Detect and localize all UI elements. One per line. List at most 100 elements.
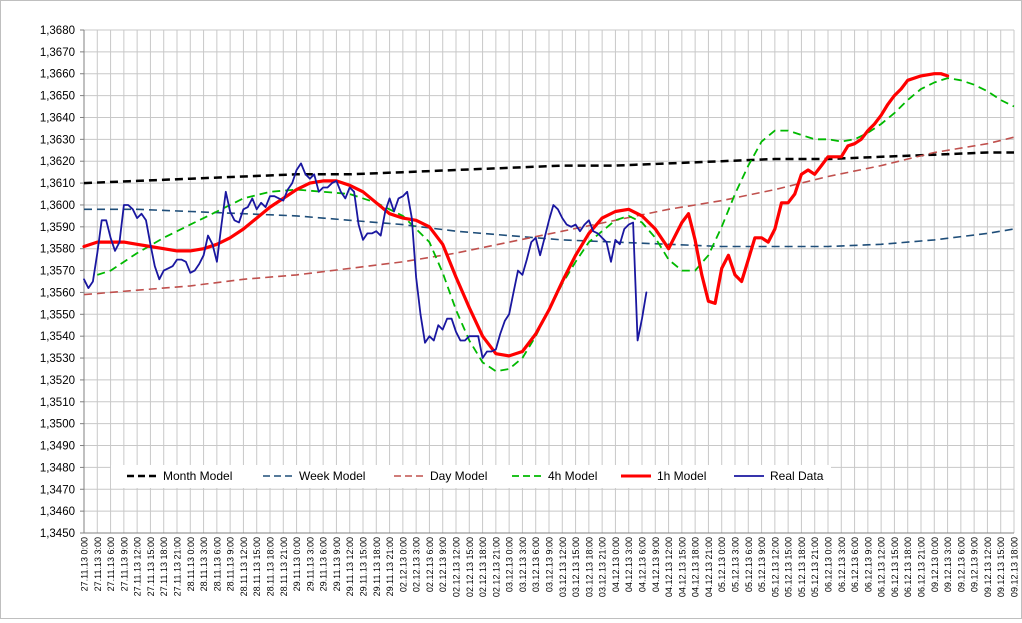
x-tick-label: 28.11.13 21:00 — [279, 537, 289, 596]
x-tick-label: 02.12.13 12:00 — [452, 537, 462, 597]
y-tick-label: 1,3510 — [40, 397, 75, 409]
x-tick-label: 29.11.13 12:00 — [345, 537, 355, 596]
x-tick-label: 05.12.13 9:00 — [757, 537, 767, 592]
x-tick-label: 04.12.13 9:00 — [651, 537, 661, 592]
x-tick-label: 02.12.13 18:00 — [478, 537, 488, 597]
y-tick-label: 1,3620 — [40, 156, 75, 168]
y-tick-label: 1,3650 — [40, 91, 75, 103]
y-tick-label: 1,3570 — [40, 266, 75, 278]
x-tick-label: 05.12.13 6:00 — [744, 537, 754, 592]
legend-label: Real Data — [770, 469, 824, 483]
x-tick-label: 03.12.13 18:00 — [584, 537, 594, 597]
legend-box — [111, 465, 831, 488]
x-tick-label: 05.12.13 21:00 — [810, 537, 820, 597]
y-tick-label: 1,3670 — [40, 47, 75, 59]
x-tick-label: 09.12.13 15:00 — [996, 537, 1006, 597]
y-tick-label: 1,3580 — [40, 244, 75, 256]
x-tick-label: 27.11.13 12:00 — [133, 537, 143, 596]
series-line-day-model — [83, 136, 1015, 296]
x-tick-label: 06.12.13 21:00 — [917, 537, 927, 597]
x-tick-label: 27.11.13 6:00 — [106, 537, 116, 591]
x-tick-label: 02.12.13 9:00 — [438, 537, 448, 592]
x-tick-label: 03.12.13 15:00 — [571, 537, 581, 597]
y-tick-label: 1,3680 — [40, 25, 75, 37]
y-tick-label: 1,3520 — [40, 375, 75, 387]
x-tick-label: 02.12.13 6:00 — [425, 537, 435, 592]
x-tick-label: 29.11.13 15:00 — [359, 537, 369, 596]
y-tick-label: 1,3530 — [40, 353, 75, 365]
x-tick-label: 05.12.13 12:00 — [770, 537, 780, 597]
y-tick-label: 1,3660 — [40, 69, 75, 81]
x-tick-label: 06.12.13 0:00 — [824, 537, 834, 592]
x-tick-label: 04.12.13 6:00 — [638, 537, 648, 592]
y-tick-label: 1,3480 — [40, 462, 75, 474]
x-tick-label: 09.12.13 0:00 — [930, 537, 940, 592]
x-tick-label: 06.12.13 12:00 — [877, 537, 887, 597]
legend-label: 1h Model — [657, 469, 706, 483]
y-tick-label: 1,3560 — [40, 287, 75, 299]
x-tick-label: 04.12.13 0:00 — [611, 537, 621, 592]
legend-label: Day Model — [430, 469, 487, 483]
x-tick-label: 05.12.13 3:00 — [731, 537, 741, 592]
y-tick-label: 1,3490 — [40, 441, 75, 453]
x-tick-label: 04.12.13 15:00 — [677, 537, 687, 597]
legend-label: 4h Model — [548, 469, 597, 483]
x-tick-label: 09.12.13 9:00 — [970, 537, 980, 592]
y-tick-label: 1,3550 — [40, 309, 75, 321]
y-tick-label: 1,3630 — [40, 134, 75, 146]
x-tick-label: 29.11.13 18:00 — [372, 537, 382, 596]
x-tick-label: 03.12.13 3:00 — [518, 537, 528, 592]
series-line-1h-model — [82, 72, 950, 358]
x-tick-label: 02.12.13 15:00 — [465, 537, 475, 597]
y-tick-label: 1,3540 — [40, 331, 75, 343]
x-tick-label: 06.12.13 9:00 — [863, 537, 873, 592]
y-tick-label: 1,3460 — [40, 506, 75, 518]
x-tick-label: 04.12.13 3:00 — [624, 537, 634, 592]
x-tick-label: 28.11.13 15:00 — [252, 537, 262, 596]
x-tick-label: 02.12.13 3:00 — [412, 537, 422, 592]
x-tick-label: 29.11.13 9:00 — [332, 537, 342, 591]
x-tick-label: 09.12.13 12:00 — [983, 537, 993, 597]
x-tick-label: 27.11.13 18:00 — [159, 537, 169, 596]
x-tick-label: 29.11.13 0:00 — [292, 537, 302, 591]
x-tick-label: 09.12.13 6:00 — [956, 537, 966, 592]
x-tick-label: 29.11.13 3:00 — [305, 537, 315, 591]
x-tick-label: 04.12.13 12:00 — [664, 537, 674, 597]
legend-label: Week Model — [299, 469, 365, 483]
x-tick-label: 27.11.13 9:00 — [119, 537, 129, 591]
y-tick-label: 1,3610 — [40, 178, 75, 190]
x-tick-label: 28.11.13 6:00 — [212, 537, 222, 591]
x-tick-label: 03.12.13 21:00 — [598, 537, 608, 597]
x-tick-label: 27.11.13 0:00 — [80, 537, 90, 591]
x-tick-label: 09.12.13 18:00 — [1010, 537, 1020, 597]
x-tick-label: 03.12.13 0:00 — [505, 537, 515, 592]
x-tick-label: 06.12.13 15:00 — [890, 537, 900, 597]
x-tick-label: 03.12.13 9:00 — [545, 537, 555, 592]
x-tick-label: 28.11.13 0:00 — [186, 537, 196, 591]
x-tick-label: 28.11.13 3:00 — [199, 537, 209, 591]
x-tick-label: 29.11.13 21:00 — [385, 537, 395, 596]
x-tick-label: 04.12.13 18:00 — [691, 537, 701, 597]
y-tick-label: 1,3500 — [40, 419, 75, 431]
x-tick-label: 03.12.13 12:00 — [558, 537, 568, 597]
x-tick-label: 06.12.13 18:00 — [903, 537, 913, 597]
x-tick-label: 28.11.13 9:00 — [226, 537, 236, 591]
series-line-week-model — [84, 208, 1015, 248]
y-tick-label: 1,3600 — [40, 200, 75, 212]
x-tick-label: 05.12.13 0:00 — [717, 537, 727, 592]
x-tick-label: 28.11.13 12:00 — [239, 537, 249, 596]
x-tick-label: 06.12.13 3:00 — [837, 537, 847, 592]
x-tick-label: 03.12.13 6:00 — [531, 537, 541, 592]
x-tick-label: 09.12.13 3:00 — [943, 537, 953, 592]
y-tick-label: 1,3640 — [40, 112, 75, 124]
x-tick-label: 05.12.13 15:00 — [784, 537, 794, 597]
y-tick-label: 1,3590 — [40, 222, 75, 234]
series-line-real-data — [83, 162, 648, 359]
x-tick-label: 29.11.13 6:00 — [319, 537, 329, 591]
series-line-4h-model — [97, 77, 1015, 373]
x-tick-label: 27.11.13 3:00 — [93, 537, 103, 591]
x-tick-label: 06.12.13 6:00 — [850, 537, 860, 592]
x-tick-label: 27.11.13 21:00 — [173, 537, 183, 596]
